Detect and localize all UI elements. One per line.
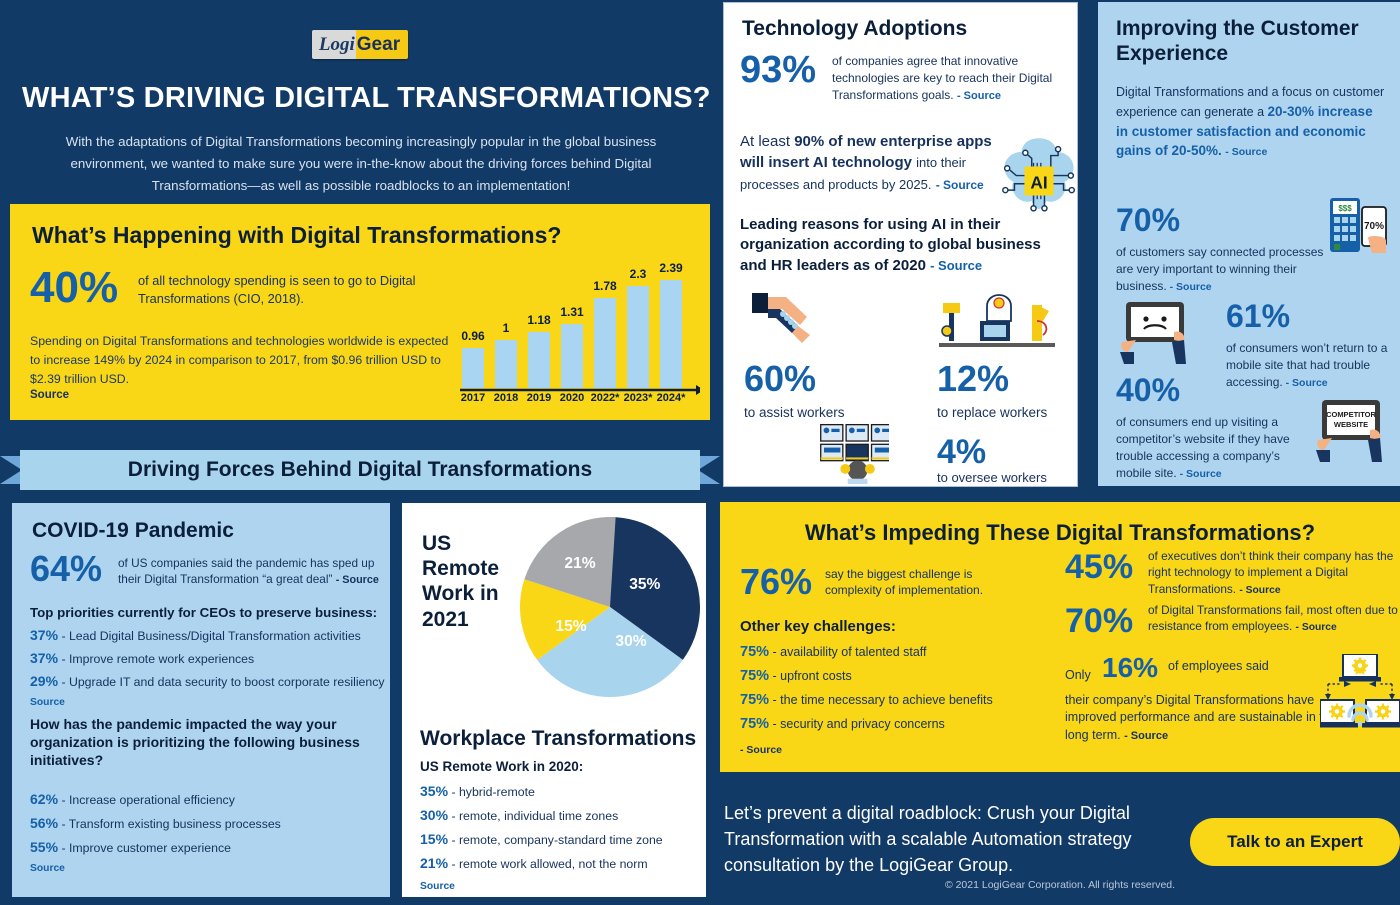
svg-text:2018: 2018 <box>494 392 518 403</box>
svg-text:1.18: 1.18 <box>527 313 551 327</box>
svg-text:1.31: 1.31 <box>560 305 584 319</box>
svg-text:2024*: 2024* <box>657 392 686 403</box>
svg-text:0.96: 0.96 <box>461 329 485 343</box>
svg-text:15%: 15% <box>555 618 586 635</box>
svg-text:2019: 2019 <box>527 392 551 403</box>
svg-text:35%: 35% <box>629 576 660 593</box>
svg-text:1.78: 1.78 <box>593 279 617 293</box>
svg-text:2022*: 2022* <box>591 392 620 403</box>
svg-text:2017: 2017 <box>461 392 485 403</box>
svg-text:WEBSITE: WEBSITE <box>1334 420 1368 429</box>
svg-text:2023*: 2023* <box>624 392 653 403</box>
svg-text:70%: 70% <box>1364 221 1384 232</box>
svg-text:COMPETITOR: COMPETITOR <box>1326 410 1376 419</box>
svg-text:$$$: $$$ <box>1338 204 1352 213</box>
svg-text:2020: 2020 <box>560 392 584 403</box>
svg-text:30%: 30% <box>615 633 646 650</box>
svg-text:2.39: 2.39 <box>659 261 683 275</box>
svg-text:AI: AI <box>1030 172 1047 192</box>
svg-text:21%: 21% <box>564 555 595 572</box>
svg-text:2.3: 2.3 <box>630 267 647 281</box>
svg-text:1: 1 <box>503 321 510 335</box>
